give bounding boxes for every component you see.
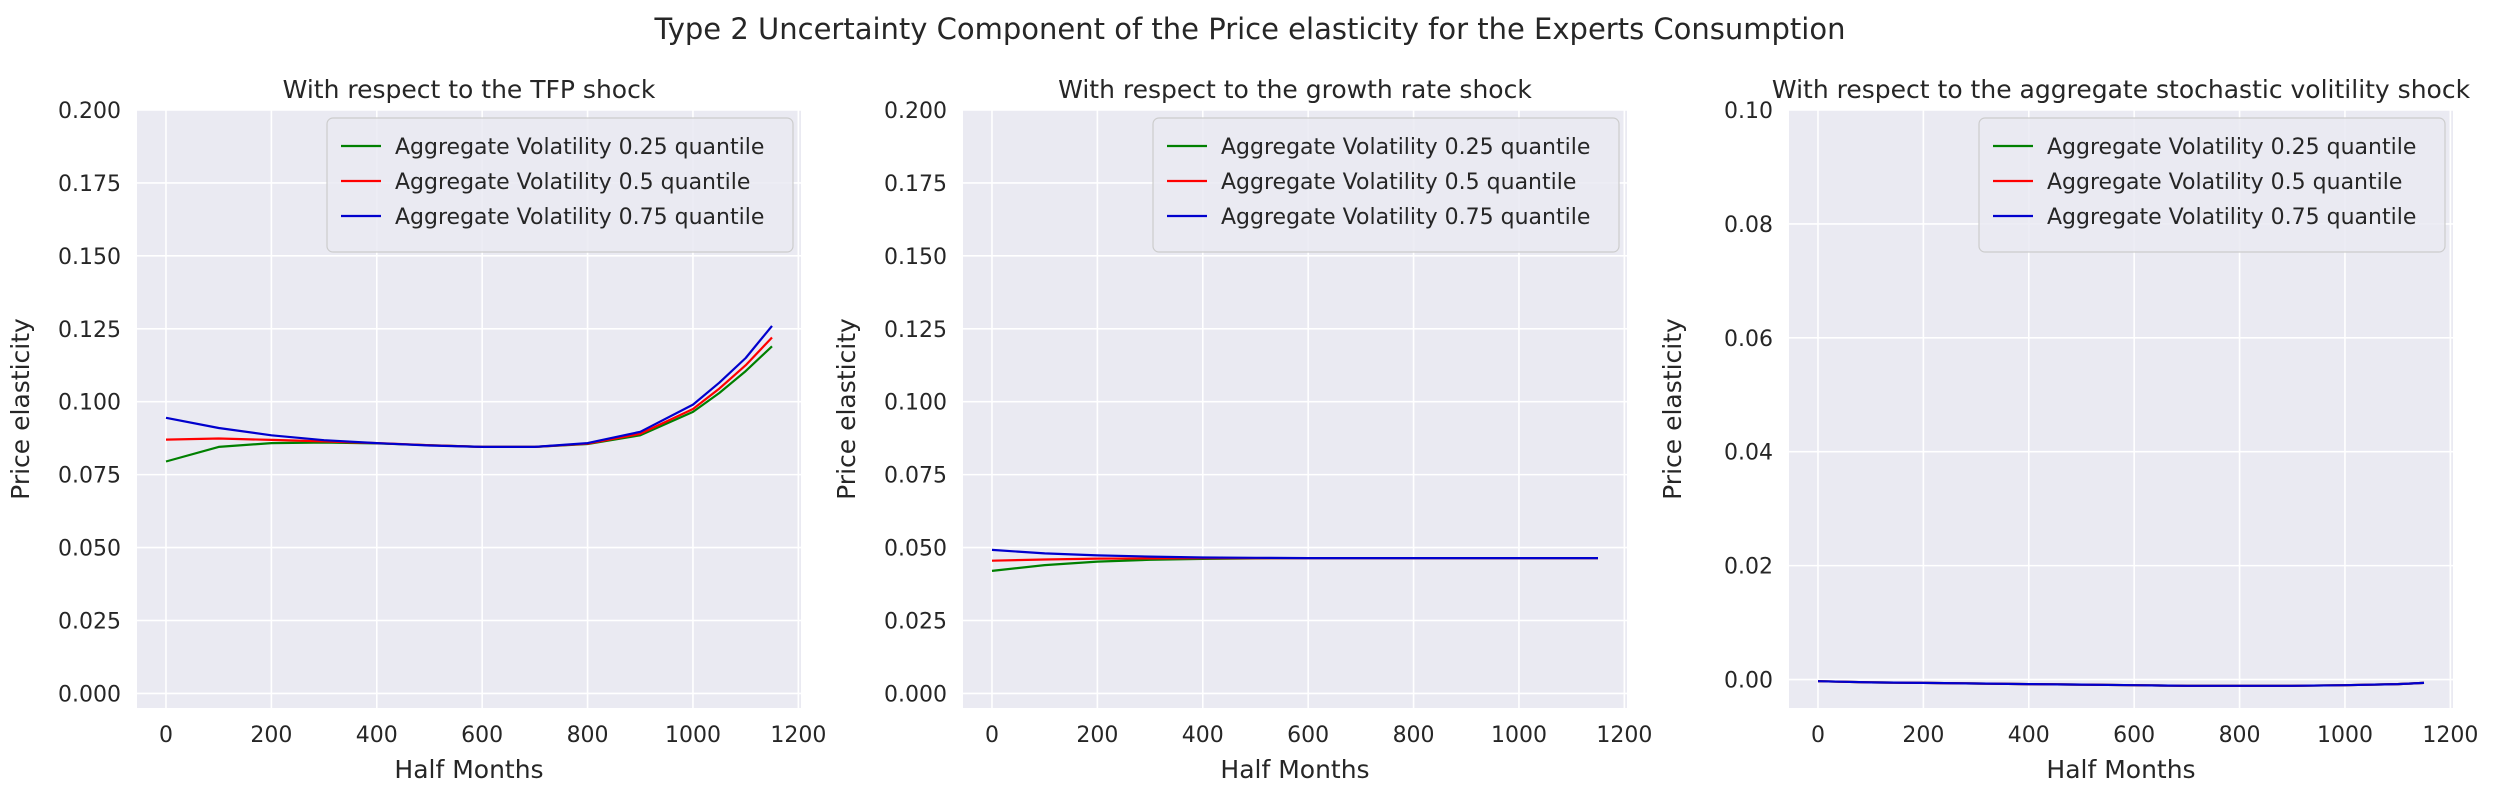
figure-title: Type 2 Uncertainty Component of the Pric…	[654, 12, 1846, 46]
legend-box	[326, 117, 794, 253]
x-tick-label: 400	[2008, 723, 2050, 748]
chart-panel-2: 0 200 400 600 800 1000 1200 0.000 0.025 0.050 0.07…	[832, 75, 1652, 784]
y-tick-label: 0.050	[58, 537, 121, 562]
y-tick-label: 0.200	[884, 99, 947, 124]
x-tick-label: 1000	[1491, 723, 1547, 748]
legend-box	[1152, 117, 1620, 253]
y-axis-label: Price elasticity	[6, 318, 35, 500]
chart-title: With respect to the aggregate stochastic…	[1772, 75, 2471, 104]
x-tick-label: 1000	[665, 723, 721, 748]
chart-panel-1: 0 200 400 600 800 1000 1200 0.000 0.025 0.050 0.07…	[6, 75, 826, 784]
legend-entry: Aggregate Volatility 0.75 quantile	[395, 205, 764, 230]
x-tick-label: 600	[2113, 723, 2155, 748]
chart-title: With respect to the growth rate shock	[1058, 75, 1532, 104]
x-axis-label: Half Months	[394, 755, 543, 784]
y-tick-label: 0.04	[1724, 441, 1773, 466]
y-tick-label: 0.150	[58, 245, 121, 270]
y-tick-label: 0.100	[58, 391, 121, 416]
series-line-3	[1817, 680, 2425, 687]
x-axis-label: Half Months	[1220, 755, 1369, 784]
y-tick-label: 0.00	[1724, 669, 1773, 694]
chart-title: With respect to the TFP shock	[283, 75, 656, 104]
legend-entry: Aggregate Volatility 0.25 quantile	[395, 135, 764, 160]
legend-entry: Aggregate Volatility 0.5 quantile	[395, 170, 750, 195]
y-tick-label: 0.000	[58, 682, 121, 707]
y-tick-label: 0.06	[1724, 327, 1773, 352]
legend-entry: Aggregate Volatility 0.5 quantile	[2047, 170, 2402, 195]
series-line-3	[165, 325, 773, 448]
legend-entry: Aggregate Volatility 0.5 quantile	[1221, 170, 1576, 195]
y-tick-label: 0.150	[884, 245, 947, 270]
y-axis-label: Price elasticity	[1658, 318, 1687, 500]
x-tick-label: 1200	[770, 723, 826, 748]
x-tick-label: 200	[1902, 723, 1944, 748]
legend: Aggregate Volatility 0.25 quantile Aggreg…	[1978, 117, 2446, 253]
y-axis-label: Price elasticity	[832, 318, 861, 500]
x-tick-label: 600	[461, 723, 503, 748]
legend: Aggregate Volatility 0.25 quantile Aggreg…	[326, 117, 794, 253]
legend-entry: Aggregate Volatility 0.25 quantile	[2047, 135, 2416, 160]
y-tick-label: 0.02	[1724, 555, 1773, 580]
x-axis-label: Half Months	[2046, 755, 2195, 784]
y-tick-label: 0.075	[884, 464, 947, 489]
x-tick-label: 800	[567, 723, 609, 748]
y-tick-label: 0.025	[58, 609, 121, 634]
legend-entry: Aggregate Volatility 0.75 quantile	[1221, 205, 1590, 230]
x-tick-label: 1200	[1596, 723, 1652, 748]
y-tick-label: 0.025	[884, 609, 947, 634]
chart-panel-3: 0 200 400 600 800 1000 1200 0.00 0.02 0.04 0.06 0.0…	[1658, 75, 2478, 784]
legend-entry: Aggregate Volatility 0.75 quantile	[2047, 205, 2416, 230]
legend-box	[1978, 117, 2446, 253]
y-tick-label: 0.08	[1724, 213, 1773, 238]
x-tick-label: 800	[1393, 723, 1435, 748]
y-tick-label: 0.200	[58, 99, 121, 124]
x-tick-label: 400	[1182, 723, 1224, 748]
x-tick-label: 200	[1076, 723, 1118, 748]
y-tick-label: 0.050	[884, 537, 947, 562]
y-tick-label: 0.125	[58, 318, 121, 343]
y-tick-label: 0.175	[58, 172, 121, 197]
legend: Aggregate Volatility 0.25 quantile Aggreg…	[1152, 117, 1620, 253]
legend-entry: Aggregate Volatility 0.25 quantile	[1221, 135, 1590, 160]
y-tick-label: 0.075	[58, 464, 121, 489]
x-tick-label: 1200	[2422, 723, 2478, 748]
series-line-3	[991, 548, 1598, 560]
y-tick-label: 0.175	[884, 172, 947, 197]
y-tick-label: 0.10	[1724, 99, 1773, 124]
y-tick-label: 0.125	[884, 318, 947, 343]
x-tick-label: 400	[356, 723, 398, 748]
y-tick-label: 0.000	[884, 682, 947, 707]
y-tick-label: 0.100	[884, 391, 947, 416]
x-tick-label: 0	[1811, 723, 1825, 748]
x-tick-label: 800	[2219, 723, 2261, 748]
x-tick-label: 1000	[2317, 723, 2373, 748]
x-tick-label: 0	[159, 723, 173, 748]
x-tick-label: 600	[1287, 723, 1329, 748]
x-tick-label: 200	[250, 723, 292, 748]
x-tick-label: 0	[985, 723, 999, 748]
